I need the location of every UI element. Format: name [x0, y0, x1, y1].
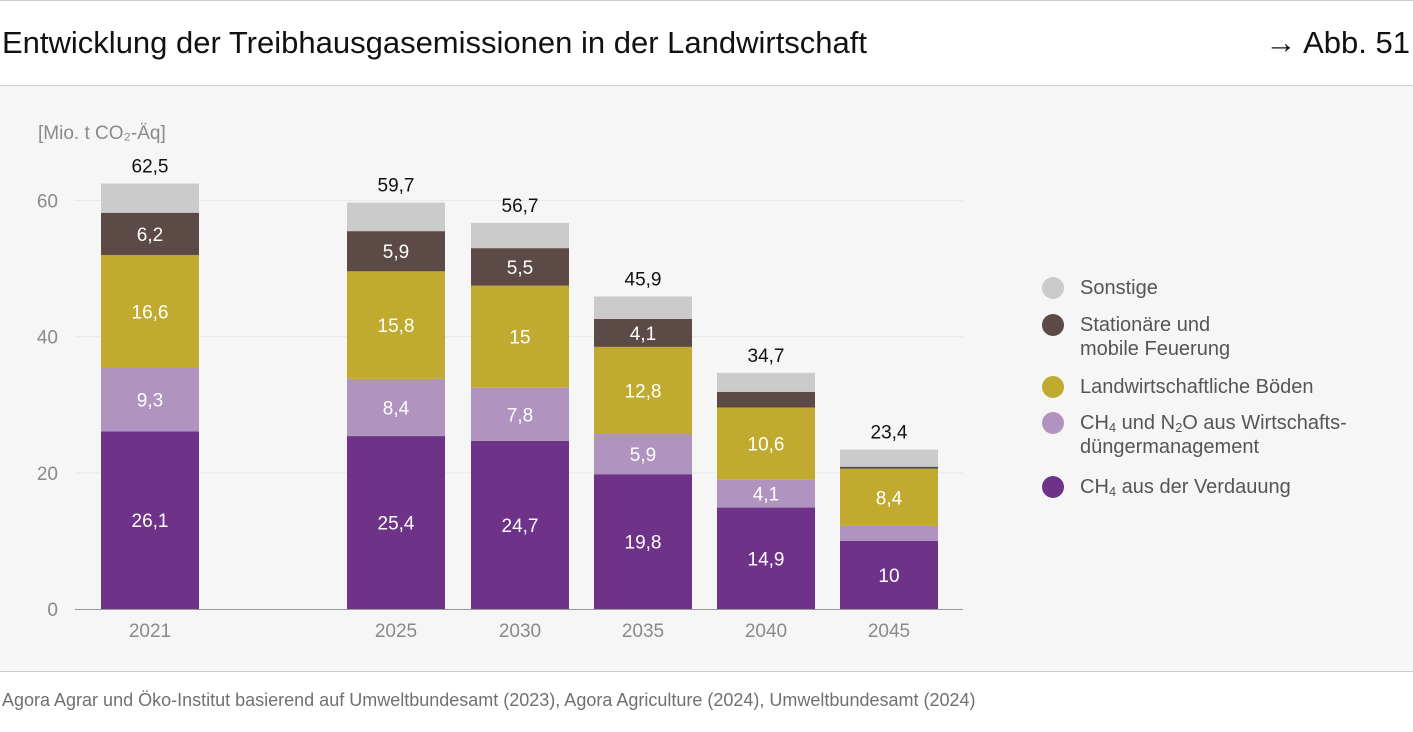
top-rule — [0, 0, 1413, 1]
bar-segment-verdauung-2030 — [471, 440, 569, 609]
x-tick-label-2040: 2040 — [745, 621, 787, 642]
bar-segment-sonstige-2035 — [594, 296, 692, 319]
bar-segment-boeden-2035 — [594, 346, 692, 435]
bar-segment-feuerung-2035 — [594, 318, 692, 347]
bar-segment-feuerung-2040 — [717, 391, 815, 408]
data-label-feuerung-2030: 5,5 — [507, 258, 533, 279]
bar-segment-feuerung-2025 — [347, 231, 445, 272]
figure-reference[interactable]: → Abb. 51 — [1265, 25, 1410, 60]
bar-segment-boeden-2045 — [840, 468, 938, 526]
legend-swatch-sonstige — [1042, 277, 1064, 299]
bar-segment-wirtschaftsduenger-2035 — [594, 434, 692, 475]
data-label-boeden-2021: 16,6 — [132, 302, 169, 323]
data-label-boeden-2045: 8,4 — [876, 488, 903, 509]
bar-segment-sonstige-2021 — [101, 183, 199, 213]
data-label-feuerung-2021: 6,2 — [137, 225, 163, 246]
bar-segment-verdauung-2040 — [717, 507, 815, 609]
total-label-2021: 62,5 — [132, 156, 169, 177]
bar-segment-verdauung-2035 — [594, 474, 692, 609]
y-tick-label-20: 20 — [37, 464, 58, 485]
source-note: Agora Agrar und Öko-Institut basierend a… — [2, 690, 976, 710]
x-tick-label-2021: 2021 — [129, 621, 171, 642]
bar-segment-verdauung-2025 — [347, 436, 445, 609]
bar-segment-verdauung-2045 — [840, 540, 938, 609]
total-label-2030: 56,7 — [502, 196, 539, 217]
bar-segment-wirtschaftsduenger-2045 — [840, 525, 938, 541]
y-tick-label-60: 60 — [37, 192, 58, 213]
bar-segment-feuerung-2021 — [101, 212, 199, 255]
total-label-2040: 34,7 — [748, 346, 785, 367]
data-label-boeden-2025: 15,8 — [378, 316, 415, 337]
legend-swatch-wirtschaftsduenger — [1042, 412, 1064, 434]
bar-segment-boeden-2021 — [101, 254, 199, 368]
total-label-2045: 23,4 — [871, 423, 908, 444]
x-tick-label-2035: 2035 — [622, 621, 664, 642]
data-label-wirtschaftsduenger-2021: 9,3 — [137, 391, 163, 412]
legend-label-boeden: Landwirtschaftliche Böden — [1080, 376, 1314, 398]
total-label-2025: 59,7 — [378, 176, 415, 197]
data-label-verdauung-2021: 26,1 — [132, 511, 169, 532]
data-label-wirtschaftsduenger-2040: 4,1 — [753, 485, 779, 506]
legend-label-sonstige: Sonstige — [1080, 277, 1158, 299]
data-label-feuerung-2035: 4,1 — [630, 324, 656, 345]
bar-segment-wirtschaftsduenger-2040 — [717, 479, 815, 508]
legend-swatch-feuerung — [1042, 314, 1064, 336]
y-axis-label: [Mio. t CO₂-Äq] — [38, 123, 166, 144]
y-tick-label-40: 40 — [37, 328, 58, 349]
data-label-verdauung-2045: 10 — [878, 566, 899, 587]
legend-swatch-boeden — [1042, 376, 1064, 398]
bar-segment-boeden-2025 — [347, 271, 445, 379]
x-tick-label-2045: 2045 — [868, 621, 910, 642]
bar-segment-boeden-2030 — [471, 285, 569, 388]
header: Entwicklung der Treibhausgasemissionen i… — [0, 1, 1413, 85]
data-label-feuerung-2025: 5,9 — [383, 242, 409, 263]
bar-segment-wirtschaftsduenger-2021 — [101, 367, 199, 432]
bar-segment-wirtschaftsduenger-2030 — [471, 387, 569, 441]
data-label-verdauung-2025: 25,4 — [378, 514, 415, 535]
data-label-boeden-2030: 15 — [509, 328, 530, 349]
legend-swatch-verdauung — [1042, 476, 1064, 498]
chart-title: Entwicklung der Treibhausgasemissionen i… — [2, 25, 868, 60]
bar-segment-boeden-2040 — [717, 407, 815, 480]
bar-segment-feuerung-2030 — [471, 248, 569, 286]
y-tick-label-0: 0 — [47, 600, 58, 621]
bar-segment-verdauung-2021 — [101, 431, 199, 609]
data-label-wirtschaftsduenger-2025: 8,4 — [383, 398, 410, 419]
data-label-wirtschaftsduenger-2035: 5,9 — [630, 445, 656, 466]
legend-label-feuerung: Stationäre und mobile Feuerung — [1080, 314, 1231, 360]
chart-panel: 0 20 40 60 [Mio. t CO₂-Äq] 26,1 9,3 16,6 6,2 62,5… — [0, 85, 1413, 672]
legend-label-verdauung: CH4 aus der Verdauung — [1080, 476, 1291, 499]
legend-label-wirtschaftsduenger: CH4 und N2O aus Wirtschafts-düngermanage… — [1080, 412, 1347, 458]
x-tick-label-2025: 2025 — [375, 621, 417, 642]
bar-segment-sonstige-2040 — [717, 372, 815, 392]
data-label-wirtschaftsduenger-2030: 7,8 — [507, 405, 533, 426]
total-label-2035: 45,9 — [625, 269, 662, 290]
bar-segment-wirtschaftsduenger-2025 — [347, 378, 445, 437]
data-label-verdauung-2035: 19,8 — [625, 533, 662, 554]
data-label-verdauung-2030: 24,7 — [502, 516, 539, 537]
bar-segment-feuerung-2045 — [840, 466, 938, 469]
bar-segment-sonstige-2030 — [471, 222, 569, 249]
data-label-boeden-2035: 12,8 — [625, 381, 662, 402]
bar-segment-sonstige-2025 — [347, 202, 445, 232]
data-label-boeden-2040: 10,6 — [748, 435, 785, 456]
data-label-verdauung-2040: 14,9 — [748, 549, 785, 570]
bar-segment-sonstige-2045 — [840, 449, 938, 467]
x-tick-label-2030: 2030 — [499, 621, 541, 642]
